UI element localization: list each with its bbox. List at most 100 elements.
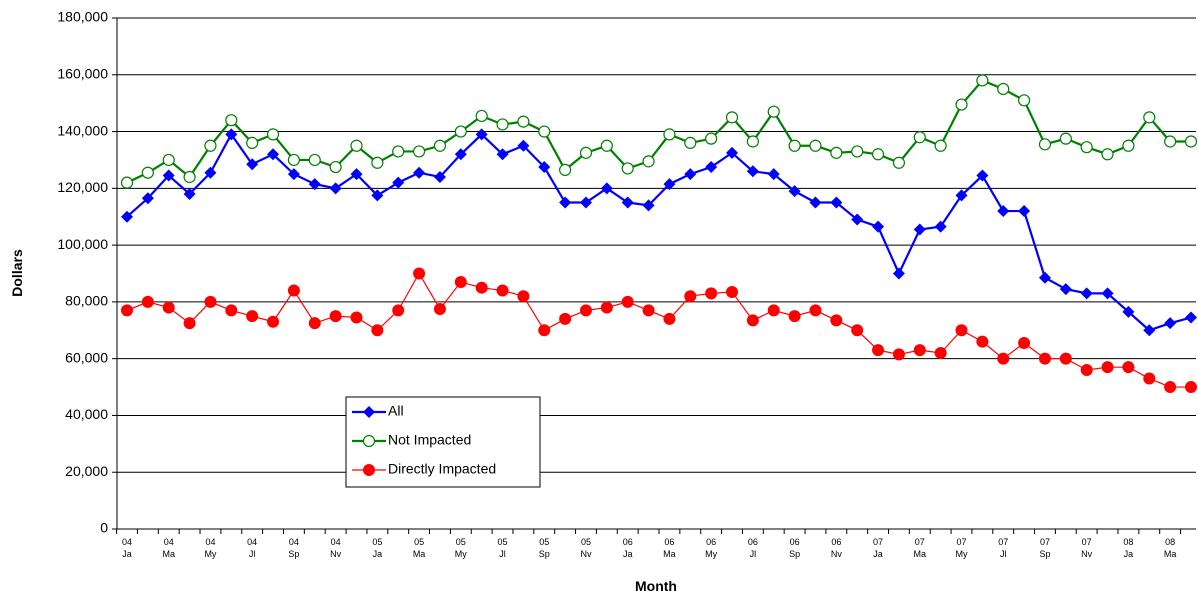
marker — [1143, 372, 1156, 385]
marker — [329, 182, 342, 195]
marker — [475, 128, 488, 141]
marker — [684, 168, 697, 181]
marker — [496, 118, 509, 131]
marker — [913, 131, 926, 144]
marker — [1122, 361, 1135, 374]
x-tick-label: 04 Ja — [122, 537, 132, 559]
marker — [746, 135, 759, 148]
x-tick-label: 04 Jl — [247, 537, 257, 559]
marker — [1059, 283, 1072, 296]
marker — [642, 199, 655, 212]
marker — [600, 139, 613, 152]
marker — [851, 324, 864, 337]
legend-marker — [362, 434, 376, 448]
marker — [767, 168, 780, 181]
marker — [642, 304, 655, 317]
marker — [559, 163, 572, 176]
marker — [559, 196, 572, 209]
marker — [246, 136, 259, 150]
x-tick-label: 05 Jl — [498, 537, 508, 559]
marker — [1038, 138, 1052, 151]
marker — [830, 314, 843, 327]
marker — [1164, 135, 1177, 148]
marker — [830, 196, 843, 209]
marker — [246, 310, 259, 323]
marker — [1080, 364, 1093, 377]
marker — [579, 304, 592, 317]
marker — [976, 74, 989, 87]
series-line — [126, 79, 1191, 184]
marker — [496, 148, 509, 161]
marker — [955, 324, 968, 337]
y-tick-label: 60,000 — [65, 349, 108, 365]
marker — [1164, 381, 1177, 394]
marker — [705, 287, 718, 300]
marker — [475, 109, 488, 123]
marker — [851, 213, 864, 226]
marker — [329, 310, 342, 323]
marker — [121, 210, 133, 223]
series-line — [126, 272, 1191, 388]
marker — [663, 178, 676, 191]
marker — [183, 317, 196, 330]
marker — [266, 128, 280, 141]
marker — [1018, 337, 1031, 350]
marker — [767, 105, 780, 118]
marker — [454, 148, 467, 161]
marker — [1184, 135, 1198, 148]
marker — [412, 145, 426, 158]
marker — [997, 352, 1010, 365]
x-tick-label: 06 Ja — [623, 537, 633, 559]
marker — [600, 182, 613, 195]
marker — [892, 348, 905, 361]
marker — [329, 160, 342, 174]
marker — [433, 170, 446, 183]
marker — [600, 301, 613, 314]
marker — [121, 304, 133, 317]
marker — [1101, 148, 1114, 161]
y-tick-label: 0 — [100, 520, 108, 536]
y-tick-label: 160,000 — [57, 65, 108, 81]
marker — [162, 301, 175, 314]
marker — [872, 220, 885, 233]
marker — [579, 146, 593, 159]
marker — [872, 344, 885, 357]
marker — [705, 132, 718, 145]
marker — [183, 170, 196, 184]
x-tick-label: 07 Sp — [1039, 537, 1050, 559]
marker — [1059, 352, 1072, 365]
marker — [705, 161, 718, 174]
marker — [413, 166, 426, 179]
marker — [287, 168, 300, 181]
x-tick-label: 05 Sp — [539, 537, 550, 559]
marker — [663, 128, 676, 141]
y-tick-label: 40,000 — [65, 406, 108, 422]
series-line — [126, 132, 1192, 332]
marker — [579, 196, 592, 209]
marker — [1101, 361, 1114, 374]
x-tick-label: 04 My — [204, 537, 216, 559]
x-tick-label: 05 Ja — [372, 537, 382, 559]
marker — [225, 114, 238, 127]
marker — [767, 304, 780, 317]
marker — [684, 290, 697, 303]
marker — [621, 196, 634, 209]
marker — [663, 312, 676, 325]
marker — [809, 304, 822, 317]
x-tick-label: 06 Nv — [831, 537, 842, 559]
marker — [287, 284, 300, 297]
legend-label: Directly Impacted — [388, 461, 496, 477]
marker — [225, 304, 238, 317]
x-tick-label: 07 Ja — [873, 537, 883, 559]
x-tick-label: 04 Sp — [288, 537, 299, 559]
y-tick-label: 120,000 — [57, 179, 108, 195]
marker — [517, 139, 530, 152]
marker — [454, 125, 467, 138]
marker — [809, 139, 822, 152]
marker — [162, 153, 175, 167]
marker — [371, 189, 384, 202]
marker — [1122, 305, 1135, 318]
legend-marker — [363, 406, 375, 418]
x-tick-label: 05 Nv — [580, 537, 591, 559]
